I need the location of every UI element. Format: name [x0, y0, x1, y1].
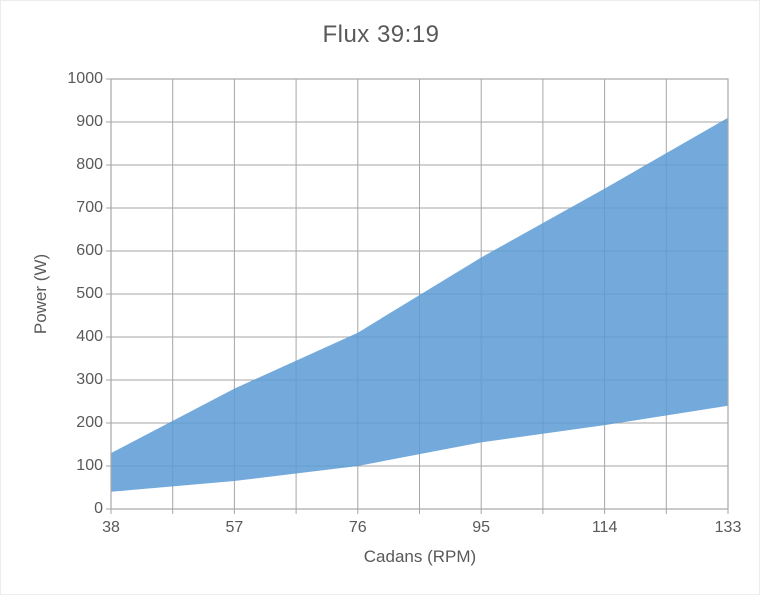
x-tick-label: 76	[348, 519, 367, 536]
y-tick-label: 200	[76, 414, 103, 431]
x-axis-title: Cadans (RPM)	[363, 547, 477, 566]
power-band-polygon	[111, 117, 728, 492]
x-tick-label: 133	[714, 519, 742, 536]
x-tick-label: 95	[472, 519, 491, 536]
x-tick-label: 57	[225, 519, 244, 536]
plot-border-and-ticks	[106, 78, 729, 514]
y-tick-label: 700	[76, 199, 103, 216]
y-tick-label: 900	[76, 113, 103, 130]
x-tick-label: 114	[591, 519, 618, 536]
y-tick-label: 300	[76, 371, 103, 388]
y-tick-label: 400	[76, 328, 103, 345]
y-tick-label: 1000	[67, 70, 103, 87]
y-tick-label: 500	[76, 285, 103, 302]
power-band-area	[111, 117, 728, 492]
y-tick-label: 100	[76, 457, 103, 474]
y-tick-label: 600	[76, 242, 103, 259]
chart-title: Flux 39:19	[322, 21, 440, 48]
y-tick-label: 800	[76, 156, 103, 173]
y-tick-label: 0	[94, 500, 103, 517]
x-tick-label: 38	[102, 519, 120, 536]
